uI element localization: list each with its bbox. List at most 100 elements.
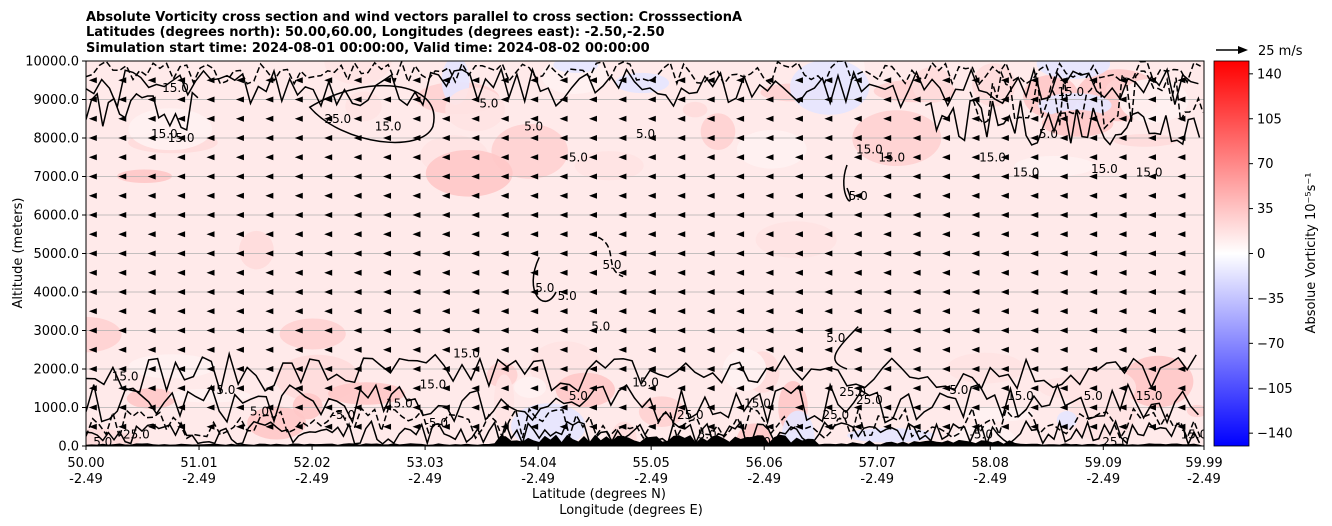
wind-vector-arrow: [412, 423, 421, 430]
wind-vector-arrow: [206, 346, 215, 353]
wind-vector-arrow: [177, 212, 186, 218]
vorticity-patch: [553, 61, 599, 73]
x-axis-label-longitude: Longitude (degrees E): [559, 503, 703, 518]
contour-label: 15.0: [856, 143, 883, 157]
wind-vector-arrow: [647, 308, 656, 315]
chart-title-line-2: Latitudes (degrees north): 50.00,60.00, …: [86, 25, 665, 40]
wind-vector-arrow: [1118, 192, 1127, 199]
wind-vector-arrow: [147, 289, 156, 295]
wind-vector-arrow: [500, 289, 509, 295]
wind-vector-arrow: [1089, 231, 1098, 238]
wind-vector-arrow: [324, 366, 333, 372]
wind-vector-arrow: [530, 231, 539, 238]
wind-vector-arrow: [324, 192, 333, 199]
contour-label: 25.0: [677, 408, 704, 422]
wind-vector-arrow: [1089, 289, 1098, 295]
wind-vector-arrow: [1147, 250, 1156, 257]
y-tick-label: 10000.0: [25, 55, 79, 70]
wind-vector-arrow: [912, 250, 921, 257]
wind-vector-arrow: [383, 289, 392, 295]
wind-vector-arrow: [1059, 269, 1068, 276]
wind-vector-arrow: [147, 96, 156, 103]
contour-line: [924, 99, 1201, 146]
wind-vector-arrow: [118, 115, 127, 122]
wind-vector-arrow: [794, 289, 803, 295]
wind-vector-arrow: [118, 327, 127, 334]
wind-vector-arrow: [677, 154, 686, 161]
wind-vector-arrow: [1000, 346, 1009, 353]
wind-vector-arrow: [412, 192, 421, 199]
wind-vector-arrow: [383, 269, 392, 276]
wind-vector-arrow: [88, 115, 97, 122]
wind-vector-arrow: [912, 327, 921, 334]
wind-vector-arrow: [88, 173, 97, 180]
wind-vector-arrow: [912, 96, 921, 103]
wind-vector-arrow: [736, 77, 745, 84]
wind-vector-arrow: [647, 366, 656, 372]
wind-vector-arrow: [383, 250, 392, 257]
x-tick-label-lat: 50.00: [67, 456, 104, 471]
wind-vector-arrow: [912, 269, 921, 276]
contour-line: [86, 419, 1201, 446]
wind-vector-arrow: [677, 77, 686, 84]
wind-vector-arrow: [206, 289, 215, 295]
wind-vector-arrow: [177, 115, 186, 122]
wind-vector-arrow: [971, 385, 980, 392]
wind-vector-arrow: [942, 135, 951, 141]
wind-vector-arrow: [942, 231, 951, 238]
wind-vector-arrow: [824, 269, 833, 276]
vorticity-patch: [345, 91, 382, 122]
wind-vector-arrow: [706, 366, 715, 372]
wind-vector-arrow: [1147, 385, 1156, 392]
wind-vector-arrow: [618, 212, 627, 218]
wind-vector-arrow: [765, 366, 774, 372]
wind-vector-arrow: [147, 212, 156, 218]
y-tick-label: 6000.0: [34, 209, 80, 224]
wind-vector-arrow: [971, 115, 980, 122]
wind-vector-arrow: [824, 173, 833, 180]
wind-vector-arrow: [324, 308, 333, 315]
wind-vector-arrow: [1030, 423, 1039, 430]
wind-vector-arrow: [530, 135, 539, 141]
wind-vector-arrow: [853, 404, 862, 411]
wind-vector-arrow: [853, 385, 862, 392]
wind-vector-arrow: [265, 308, 274, 315]
wind-vector-arrow: [883, 346, 892, 353]
wind-vector-arrow: [500, 327, 509, 334]
wind-vector-arrow: [794, 327, 803, 334]
wind-vector-arrow: [1118, 385, 1127, 392]
wind-vector-arrow: [324, 327, 333, 334]
wind-vector-arrow: [471, 385, 480, 392]
wind-vector-arrow: [1177, 212, 1186, 218]
contour-label: 5.0: [602, 258, 621, 272]
wind-vector-arrow: [177, 366, 186, 372]
wind-vector-arrow: [147, 404, 156, 411]
wind-vector-arrow: [1147, 154, 1156, 161]
wind-vector-arrow: [794, 250, 803, 257]
wind-vector-arrow: [618, 231, 627, 238]
wind-vector-arrow: [912, 154, 921, 161]
wind-vector-arrow: [471, 192, 480, 199]
wind-vector-arrow: [824, 115, 833, 122]
wind-vector-arrow: [88, 346, 97, 353]
wind-vector-arrow: [265, 192, 274, 199]
wind-vector-arrow: [265, 423, 274, 430]
contour-label: 5.0: [93, 435, 112, 449]
wind-vector-arrow: [883, 269, 892, 276]
wind-vector-arrow: [1030, 404, 1039, 411]
y-tick-label: 0.0: [58, 440, 79, 455]
vorticity-patch: [1113, 134, 1178, 147]
wind-vector-arrow: [441, 250, 450, 257]
wind-vector-arrow: [530, 423, 539, 430]
wind-vector-arrow: [500, 115, 509, 122]
wind-vector-arrow: [794, 212, 803, 218]
wind-vector-arrow: [706, 231, 715, 238]
wind-vector-arrow: [736, 385, 745, 392]
wind-vector-arrow: [118, 212, 127, 218]
wind-vector-arrow: [559, 135, 568, 141]
wind-vector-arrow: [765, 231, 774, 238]
wind-vector-arrow: [824, 77, 833, 84]
wind-vector-arrow: [824, 289, 833, 295]
wind-vector-arrow: [736, 423, 745, 430]
